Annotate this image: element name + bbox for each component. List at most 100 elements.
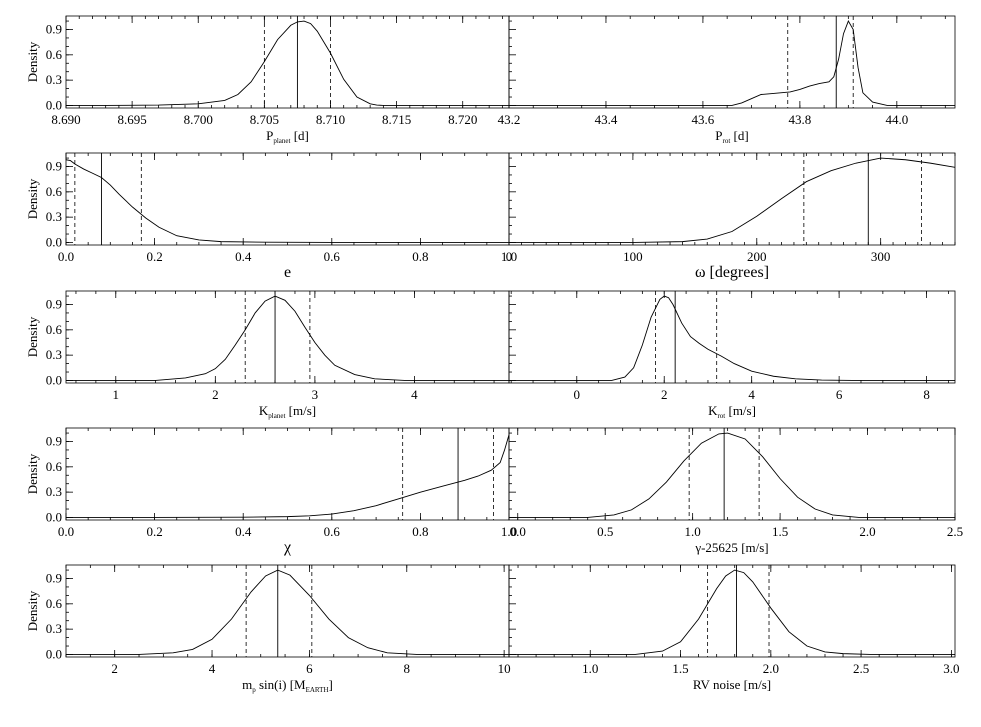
- y-tick-label: 0.0: [46, 509, 62, 524]
- panel-frame: [65, 290, 510, 384]
- x-tick-label: 43.4: [595, 112, 618, 127]
- density-curve: [66, 295, 509, 381]
- x-tick-label: 1.0: [685, 524, 701, 539]
- x-tick-label: 6: [306, 661, 313, 676]
- y-tick-label: 0.3: [46, 347, 62, 362]
- plot-area: [66, 153, 509, 245]
- x-axis-label: RV noise [m/s]: [693, 677, 771, 692]
- x-tick-label: 43.6: [692, 112, 715, 127]
- panel-10: 1.0 1.5 2.0 2.5 3.0 RV noise [m/s]: [508, 564, 960, 692]
- plot-area: [509, 565, 955, 657]
- y-tick-label: 0.6: [46, 459, 63, 474]
- panel-6: 0 2 4 6 8 Krot [m/s]: [508, 290, 956, 420]
- y-axis-label: Density: [25, 590, 40, 631]
- plot-area: [509, 291, 955, 383]
- y-tick-label: 0.3: [46, 621, 62, 636]
- x-tick-label: 4: [209, 661, 216, 676]
- panel-frame: [508, 290, 956, 384]
- panel-2: 43.2 43.4 43.6 43.8 44.0 Prot [d]: [498, 15, 956, 145]
- x-tick-label: 2: [212, 387, 219, 402]
- x-tick-label: 8.720: [448, 112, 477, 127]
- x-tick-label: 0.8: [412, 249, 428, 264]
- density-curve: [66, 434, 509, 518]
- y-tick-label: 0.9: [46, 434, 62, 449]
- panel-frame: [65, 427, 510, 521]
- y-tick-label: 0.0: [46, 234, 62, 249]
- y-tick-label: 0.6: [46, 596, 63, 611]
- x-tick-label: 1.0: [501, 249, 517, 264]
- x-tick-label: 0.2: [146, 524, 162, 539]
- panel-frame: [65, 152, 510, 246]
- panel-7: 0.0 0.2 0.4 0.6 0.8 1.0 0.0 0.3 0.6 0.9 Density χ: [25, 427, 517, 556]
- y-tick-label: 0.0: [46, 372, 62, 387]
- x-tick-label: 0: [574, 387, 581, 402]
- x-tick-label: 0.0: [58, 524, 74, 539]
- x-tick-label: 0.8: [412, 524, 428, 539]
- x-axis-label: Krot [m/s]: [708, 403, 756, 420]
- x-tick-label: 1.5: [772, 524, 788, 539]
- panel-1: 8.690 8.695 8.700 8.705 8.710 8.715 8.720 0.0 0.…: [25, 15, 510, 145]
- panel-5: 1 2 3 4 0.0 0.3 0.6 0.9 Density Kplanet [m/s]: [25, 290, 510, 420]
- x-tick-label: 0.0: [58, 249, 74, 264]
- density-curve: [509, 20, 955, 106]
- x-axis-label: ω [degrees]: [695, 264, 769, 281]
- x-axis-label: Prot [d]: [715, 128, 748, 145]
- x-tick-label: 4: [411, 387, 418, 402]
- x-tick-label: 10: [498, 661, 511, 676]
- y-tick-label: 0.0: [46, 97, 62, 112]
- x-tick-label: 8.700: [184, 112, 213, 127]
- x-tick-label: 2: [661, 387, 668, 402]
- panel-frame: [65, 15, 510, 109]
- panel-4: 0 100 200 300 ω [degrees]: [506, 152, 956, 281]
- panel-9: 2 4 6 8 10 0.0 0.3 0.6 0.9 Density mp sin(i) [MEAR…: [25, 564, 511, 694]
- x-tick-label: 2.5: [947, 524, 963, 539]
- x-tick-label: 8.690: [51, 112, 80, 127]
- x-tick-label: 8.710: [316, 112, 345, 127]
- y-tick-label: 0.3: [46, 72, 62, 87]
- y-tick-label: 0.6: [46, 322, 63, 337]
- x-axis-label: Kplanet [m/s]: [259, 403, 316, 420]
- density-curve: [66, 569, 509, 655]
- x-tick-label: 200: [747, 249, 767, 264]
- density-curve: [509, 295, 955, 381]
- y-tick-label: 0.9: [46, 159, 62, 174]
- x-axis-label: Pplanet [d]: [266, 128, 309, 145]
- density-curve: [509, 157, 955, 243]
- x-tick-label: 44.0: [885, 112, 908, 127]
- x-tick-label: 8: [404, 661, 411, 676]
- plot-area: [66, 16, 509, 108]
- x-tick-label: 8.715: [382, 112, 411, 127]
- x-tick-label: 43.8: [788, 112, 811, 127]
- x-tick-label: 100: [623, 249, 643, 264]
- y-tick-label: 0.9: [46, 571, 62, 586]
- plot-area: [66, 565, 509, 657]
- panel-3: 0.0 0.2 0.4 0.6 0.8 1.0 0.0 0.3 0.6 0.9 Density e: [25, 152, 517, 281]
- panel-frame: [508, 15, 956, 109]
- density-curve: [66, 20, 509, 106]
- x-tick-label: 1: [113, 387, 120, 402]
- plot-area: [509, 428, 955, 520]
- x-tick-label: 1.0: [501, 524, 517, 539]
- plot-area: [66, 428, 509, 520]
- x-tick-label: 2.0: [859, 524, 875, 539]
- panel-frame: [508, 564, 956, 658]
- x-tick-label: 300: [871, 249, 891, 264]
- y-tick-label: 0.9: [46, 297, 62, 312]
- density-curve: [509, 432, 955, 518]
- x-tick-label: 8.705: [250, 112, 279, 127]
- y-tick-label: 0.0: [46, 646, 62, 661]
- x-axis-label: χ: [283, 539, 292, 556]
- y-tick-label: 0.3: [46, 484, 62, 499]
- x-tick-label: 0.0: [510, 524, 526, 539]
- x-tick-label: 8: [923, 387, 930, 402]
- x-axis-label: mp sin(i) [MEARTH]: [242, 677, 333, 694]
- x-tick-label: 0: [506, 249, 513, 264]
- x-tick-label: 0.6: [324, 524, 341, 539]
- plot-area: [509, 153, 955, 245]
- x-tick-label: 8.695: [117, 112, 146, 127]
- y-axis-label: Density: [25, 453, 40, 494]
- x-tick-label: 0.6: [324, 249, 341, 264]
- y-tick-label: 0.6: [46, 184, 63, 199]
- plot-area: [66, 291, 509, 383]
